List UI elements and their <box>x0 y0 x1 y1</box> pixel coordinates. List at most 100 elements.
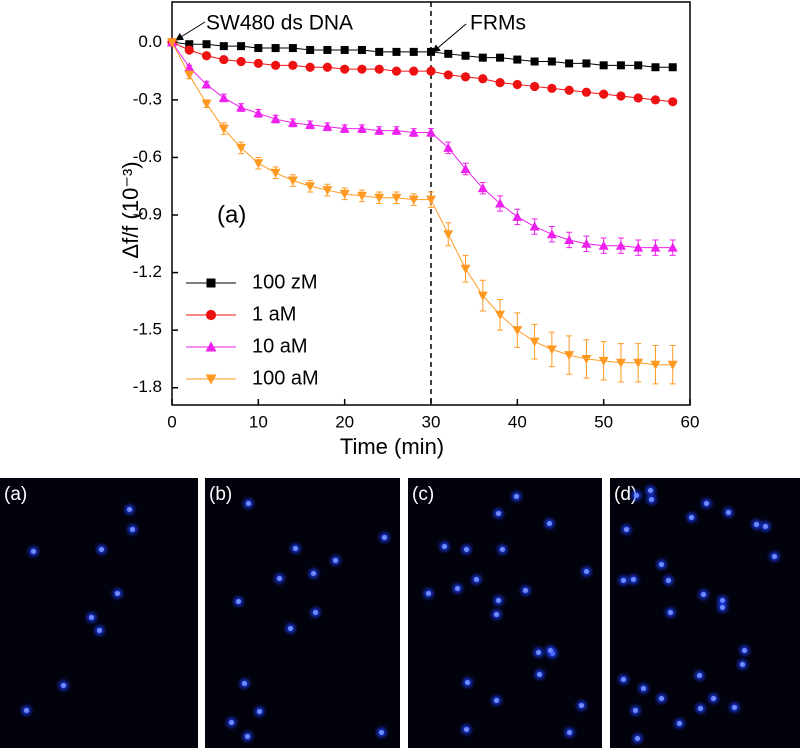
marker <box>218 92 229 102</box>
marker <box>357 64 367 74</box>
fluorescent-spot <box>464 727 470 733</box>
fluorescent-spot <box>88 614 94 620</box>
fluorescent-spot <box>30 548 36 554</box>
marker <box>667 242 678 252</box>
marker <box>167 38 177 48</box>
fluorescent-spot <box>624 526 630 532</box>
marker <box>219 42 228 51</box>
legend-label: 100 zM <box>252 271 318 293</box>
legend-label: 10 aM <box>252 335 308 357</box>
fluorescent-spot <box>621 577 627 583</box>
fluorescent-spot <box>648 497 654 503</box>
marker <box>546 229 557 239</box>
marker <box>271 60 281 70</box>
annotation: FRMs <box>470 12 526 35</box>
fluorescent-spot <box>537 672 543 678</box>
marker <box>478 74 488 84</box>
arrow <box>432 23 467 53</box>
fluorescent-spot <box>288 625 294 631</box>
marker <box>426 127 436 137</box>
marker <box>322 62 332 72</box>
fluorescent-spot <box>635 735 641 741</box>
marker <box>616 91 626 101</box>
marker <box>443 142 454 152</box>
fluorescent-spot <box>667 610 673 616</box>
marker <box>651 63 660 72</box>
marker <box>287 176 298 186</box>
fluorescent-spot <box>379 730 385 736</box>
fluorescent-spot <box>641 686 647 692</box>
marker <box>323 45 332 54</box>
panel-label: (d) <box>614 484 638 505</box>
series-line <box>171 41 673 68</box>
fluorescent-spot <box>256 709 262 715</box>
fluorescent-spot <box>741 647 747 653</box>
marker <box>599 61 608 70</box>
marker <box>184 62 195 72</box>
fluorescent-spot <box>97 628 103 634</box>
marker <box>201 51 212 61</box>
marker <box>547 57 556 66</box>
fluorescent-spot <box>514 494 520 500</box>
fluorescent-spot <box>688 515 694 521</box>
marker <box>530 57 539 66</box>
fluorescent-spot <box>382 535 388 541</box>
x-tick-label: 30 <box>422 412 441 431</box>
marker <box>306 45 315 54</box>
marker <box>253 108 264 118</box>
marker <box>547 83 557 93</box>
marker <box>339 123 350 133</box>
panel-label: (b) <box>209 484 233 505</box>
marker <box>288 60 298 70</box>
image-panel: (b) <box>205 478 400 748</box>
fluorescent-spot <box>494 611 500 617</box>
fluorescent-spot <box>536 649 542 655</box>
fluorescent-spot <box>621 677 627 683</box>
image-panel: (a) <box>0 478 198 748</box>
marker <box>426 66 436 76</box>
marker <box>408 195 419 205</box>
legend-label: 100 aM <box>252 367 319 389</box>
marker <box>205 341 217 352</box>
marker <box>667 360 678 370</box>
marker <box>495 198 506 208</box>
marker <box>201 99 212 109</box>
fluorescent-spot <box>701 591 707 597</box>
legend-label: 1 aM <box>252 303 296 325</box>
marker <box>206 278 216 288</box>
fluorescent-spot <box>696 672 702 678</box>
marker <box>598 240 609 250</box>
fluorescent-spot <box>499 547 505 552</box>
fluorescent-spot <box>313 609 319 615</box>
marker <box>340 45 349 54</box>
marker <box>409 47 418 56</box>
marker <box>236 56 246 67</box>
marker <box>444 49 453 58</box>
fluorescent-spot <box>292 546 298 552</box>
fluorescent-spot <box>441 543 447 549</box>
fluorescent-spot <box>732 705 738 711</box>
marker <box>340 64 350 74</box>
fluorescent-spot <box>584 569 590 575</box>
marker <box>322 121 333 131</box>
marker <box>288 44 297 53</box>
marker <box>219 54 229 65</box>
annotation: SW480 ds DNA <box>206 12 353 35</box>
fluorescent-spot <box>245 500 251 506</box>
fluorescent-spot <box>426 591 432 597</box>
fluorescent-spot <box>494 697 500 703</box>
fluorescent-spot <box>703 501 709 506</box>
fluorescent-spot <box>740 662 746 668</box>
marker <box>322 186 333 196</box>
fluorescent-spot <box>548 648 554 654</box>
marker <box>374 125 385 135</box>
fluorescent-spot <box>677 720 683 726</box>
y-tick-label: -0.6 <box>133 147 162 166</box>
fluorescent-spot <box>241 681 247 687</box>
fluorescent-spot <box>332 558 338 564</box>
fluorescent-spot <box>772 554 778 560</box>
marker <box>460 264 471 274</box>
marker <box>615 240 626 250</box>
series-line <box>171 41 673 103</box>
